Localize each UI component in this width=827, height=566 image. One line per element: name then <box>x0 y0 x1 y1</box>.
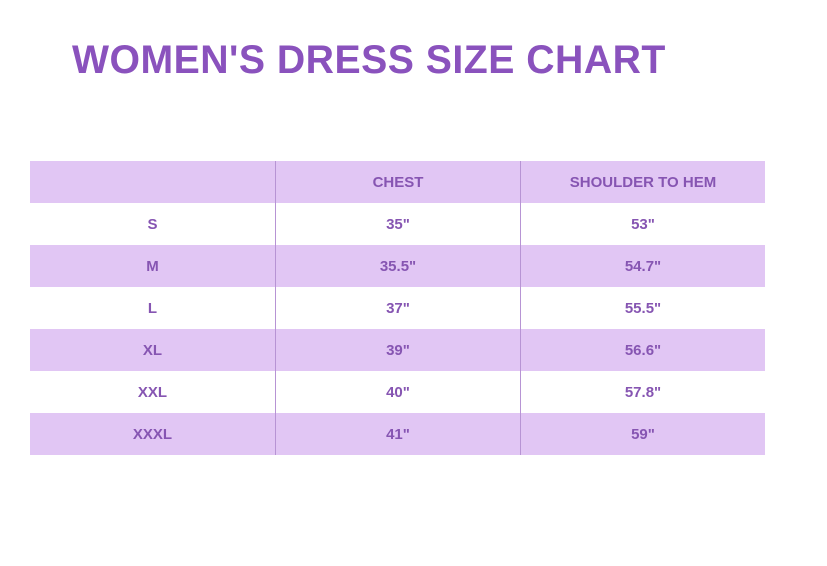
shoulder-to-hem-cell: 53" <box>520 203 765 245</box>
header-chest: CHEST <box>275 161 520 203</box>
header-shoulder-to-hem: SHOULDER TO HEM <box>520 161 765 203</box>
size-cell: M <box>146 257 159 275</box>
size-cell: XL <box>142 341 163 359</box>
table-row: XXL 40" 57.8" <box>30 371 765 413</box>
size-cell: L <box>147 299 158 317</box>
shoulder-to-hem-cell: 56.6" <box>520 329 765 371</box>
table-row: S 35" 53" <box>30 203 765 245</box>
chest-cell: 35" <box>275 203 520 245</box>
table-row: L 37" 55.5" <box>30 287 765 329</box>
chest-cell: 41" <box>275 413 520 455</box>
table-row: XL 39" 56.6" <box>30 329 765 371</box>
shoulder-to-hem-cell: 59" <box>520 413 765 455</box>
chest-cell: 40" <box>275 371 520 413</box>
table-row: M 35.5" 54.7" <box>30 245 765 287</box>
table-row: XXXL 41" 59" <box>30 413 765 455</box>
size-cell: S <box>147 215 158 233</box>
size-cell: XXL <box>137 383 168 401</box>
shoulder-to-hem-cell: 55.5" <box>520 287 765 329</box>
shoulder-to-hem-cell: 57.8" <box>520 371 765 413</box>
chest-cell: 39" <box>275 329 520 371</box>
table-header-row: CHEST SHOULDER TO HEM <box>30 161 765 203</box>
chest-cell: 35.5" <box>275 245 520 287</box>
size-cell: XXXL <box>132 425 173 443</box>
header-size <box>30 161 275 203</box>
size-table: CHEST SHOULDER TO HEM S 35" 53" M 35.5" … <box>30 161 765 455</box>
page-title: WOMEN'S DRESS SIZE CHART <box>72 38 666 82</box>
chest-cell: 37" <box>275 287 520 329</box>
shoulder-to-hem-cell: 54.7" <box>520 245 765 287</box>
